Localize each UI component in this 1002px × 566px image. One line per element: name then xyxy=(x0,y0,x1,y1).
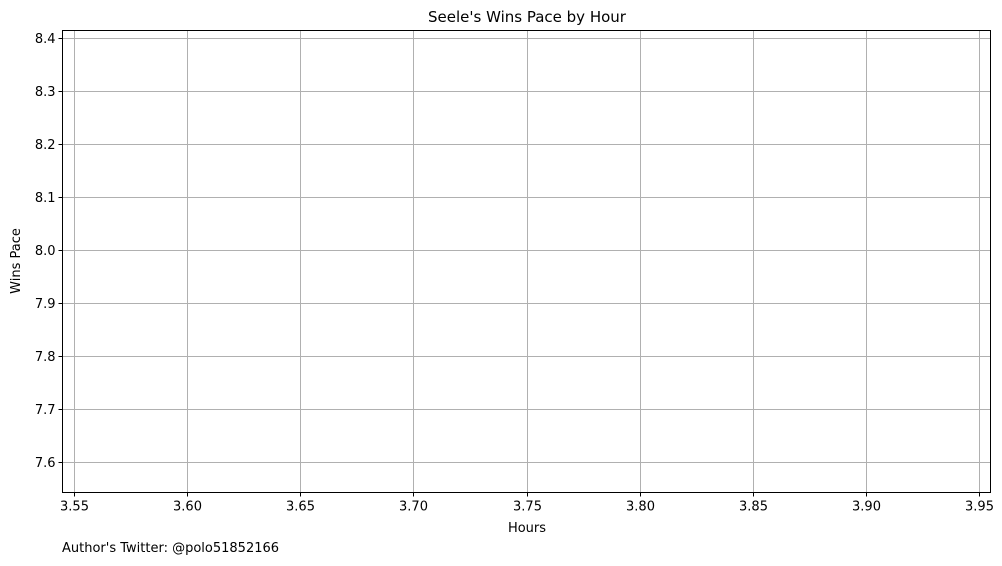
chart-title: Seele's Wins Pace by Hour xyxy=(428,8,627,26)
x-tick-label: 3.90 xyxy=(852,500,881,515)
grid-layer xyxy=(62,30,991,493)
y-tick-label: 7.6 xyxy=(35,456,56,471)
y-tick-label: 7.9 xyxy=(35,297,56,312)
y-tick-label: 8.2 xyxy=(35,138,56,153)
y-tick-label: 7.8 xyxy=(35,350,56,365)
y-tick-label: 8.4 xyxy=(35,32,56,47)
y-tick-label: 8.0 xyxy=(35,244,56,259)
y-tick-label: 7.7 xyxy=(35,403,56,418)
x-axis-label: Hours xyxy=(508,521,546,536)
x-tick-label: 3.60 xyxy=(173,500,202,515)
y-tick-layer: 7.6 7.7 7.8 7.9 8.0 8.1 8.2 8.3 8.4 xyxy=(35,32,63,471)
x-tick-label: 3.65 xyxy=(286,500,315,515)
x-tick-label: 3.85 xyxy=(739,500,768,515)
x-tick-layer: 3.55 3.60 3.65 3.70 3.75 3.80 3.85 3.90 3.95 xyxy=(60,492,994,515)
author-credit: Author's Twitter: @polo51852166 xyxy=(62,541,279,556)
y-axis-label: Wins Pace xyxy=(9,228,24,294)
y-tick-label: 8.1 xyxy=(35,191,56,206)
x-tick-label: 3.55 xyxy=(60,500,89,515)
x-tick-label: 3.80 xyxy=(626,500,655,515)
y-tick-label: 8.3 xyxy=(35,85,56,100)
x-tick-label: 3.75 xyxy=(513,500,542,515)
x-tick-label: 3.70 xyxy=(399,500,428,515)
plot-area-frame xyxy=(62,30,991,493)
x-tick-label: 3.95 xyxy=(965,500,994,515)
